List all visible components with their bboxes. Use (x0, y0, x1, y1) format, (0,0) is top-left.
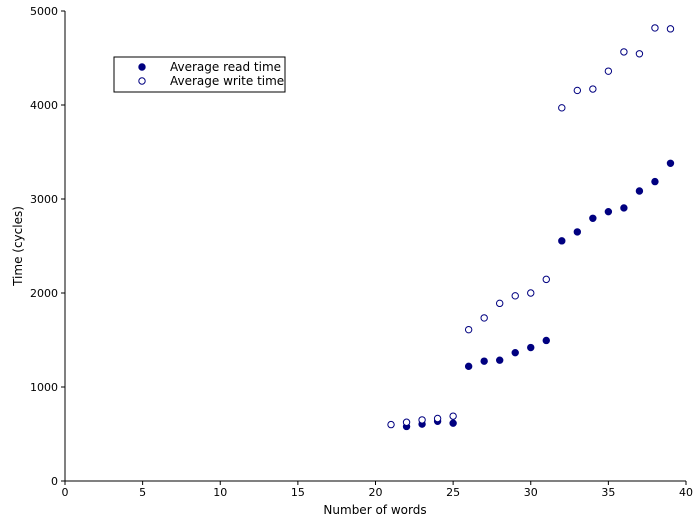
y-tick-label: 4000 (30, 99, 58, 112)
write-time-point (464, 325, 473, 334)
x-tick-label: 40 (679, 486, 693, 499)
write-time-point (449, 412, 457, 420)
x-tick-label: 30 (524, 486, 538, 499)
series-1 (402, 159, 675, 431)
read-time-point (651, 177, 659, 186)
data-points (387, 24, 675, 431)
legend-marker (138, 77, 146, 85)
legend-label: Average write time (170, 74, 284, 88)
write-time-point (433, 414, 442, 423)
write-time-point (542, 275, 550, 284)
read-time-point (542, 336, 550, 345)
write-time-point (635, 50, 644, 58)
series-2 (387, 24, 675, 429)
x-tick-label: 25 (446, 486, 460, 499)
read-time-point (604, 207, 613, 216)
write-time-point (402, 418, 411, 426)
write-time-point (666, 25, 675, 33)
write-time-point (604, 67, 613, 75)
legend-label: Average read time (170, 60, 281, 74)
write-time-point (480, 314, 488, 322)
x-tick-label: 10 (213, 486, 227, 499)
x-tick-label: 35 (601, 486, 615, 499)
read-time-point (511, 348, 519, 357)
x-tick-label: 20 (369, 486, 383, 499)
read-time-point (480, 357, 488, 365)
x-tick-label: 0 (62, 486, 69, 499)
write-time-point (620, 48, 628, 56)
y-tick-label: 1000 (30, 381, 58, 394)
y-axis-label: Time (cycles) (11, 206, 25, 287)
write-time-point (418, 416, 426, 424)
read-time-point (589, 214, 597, 222)
write-time-point (527, 289, 535, 297)
x-tick-label: 5 (139, 486, 146, 499)
read-time-point (620, 204, 628, 212)
read-time-point (635, 187, 644, 195)
write-time-point (558, 104, 566, 112)
write-time-point (496, 299, 504, 308)
y-tick-label: 0 (51, 475, 58, 488)
read-time-point (573, 228, 582, 236)
axes: 0 5 10 15 20 25 30 35 40 0 1000 2000 3000 4000 5000 (30, 5, 693, 499)
write-time-point (387, 420, 395, 429)
write-time-point (573, 86, 582, 95)
read-time-point (527, 343, 535, 352)
x-tick-label: 15 (291, 486, 305, 499)
write-time-point (589, 85, 597, 93)
x-axis-label: Number of words (323, 503, 426, 517)
read-time-point (558, 237, 566, 245)
write-time-point (511, 292, 519, 300)
read-time-point (666, 159, 675, 167)
read-time-point (464, 362, 473, 371)
read-time-point (449, 419, 457, 427)
write-time-point (651, 24, 659, 32)
y-tick-label: 2000 (30, 287, 58, 300)
y-tick-label: 3000 (30, 193, 58, 206)
legend-box (113, 56, 286, 93)
read-time-point (496, 356, 504, 364)
y-tick-label: 5000 (30, 5, 58, 18)
legend-marker (138, 63, 146, 71)
